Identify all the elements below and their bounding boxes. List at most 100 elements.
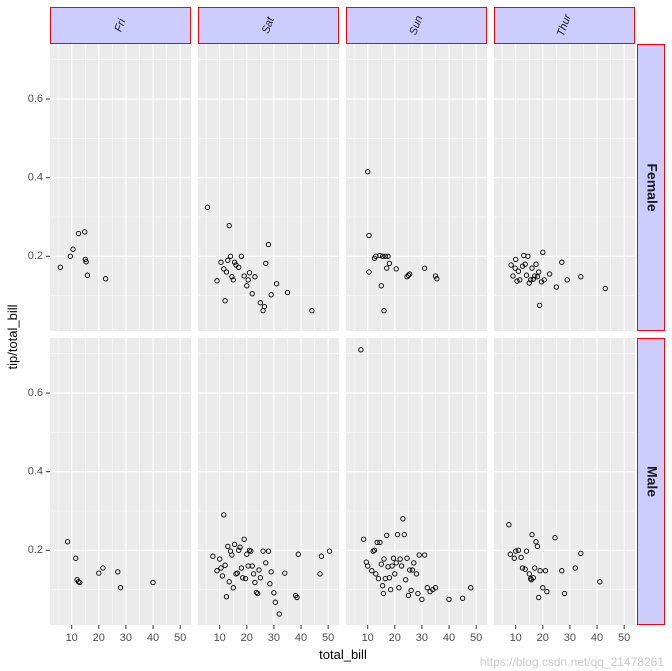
- data-point: [360, 536, 367, 542]
- strip-label-sat: Sat: [260, 15, 277, 36]
- data-point: [231, 259, 238, 265]
- data-point: [231, 541, 238, 548]
- data-point: [386, 575, 393, 581]
- x-tick-label: 20: [389, 632, 401, 644]
- data-point: [404, 555, 410, 561]
- data-point: [379, 253, 386, 259]
- data-point: [249, 291, 255, 297]
- data-point: [96, 570, 102, 576]
- data-point: [218, 565, 224, 571]
- data-point: [511, 555, 517, 561]
- x-axis-title: total_bill: [319, 647, 367, 662]
- data-point: [244, 283, 250, 289]
- data-point: [365, 169, 371, 175]
- data-point: [459, 595, 466, 601]
- data-point: [236, 264, 242, 270]
- data-point: [526, 571, 532, 577]
- data-point: [386, 260, 393, 267]
- data-point: [542, 568, 549, 574]
- data-point: [234, 570, 240, 576]
- data-point: [404, 274, 410, 280]
- data-point: [512, 265, 518, 271]
- data-point: [222, 298, 228, 304]
- data-point: [248, 548, 254, 554]
- data-point: [70, 246, 76, 252]
- watermark: https://blog.csdn.net/qq_21478261: [479, 655, 664, 669]
- data-point: [514, 278, 520, 284]
- panel-background: [198, 44, 339, 331]
- data-point: [245, 277, 251, 283]
- data-point: [403, 577, 409, 583]
- panel-background: [346, 44, 487, 331]
- data-point: [393, 266, 399, 272]
- data-point: [381, 556, 387, 562]
- data-point: [257, 575, 264, 581]
- data-point: [253, 589, 259, 596]
- data-point: [240, 575, 246, 581]
- y-tick-label: 0.6: [28, 387, 43, 399]
- data-point: [294, 594, 300, 601]
- data-point: [84, 272, 91, 278]
- panel-background: [346, 338, 487, 625]
- data-point: [75, 230, 82, 237]
- data-point: [263, 560, 269, 566]
- data-point: [518, 554, 524, 561]
- data-point: [468, 585, 474, 591]
- y-tick-label: 0.6: [28, 93, 43, 105]
- data-point: [83, 259, 89, 265]
- data-point: [513, 256, 519, 263]
- data-point: [513, 548, 519, 554]
- data-point: [73, 555, 79, 561]
- data-point: [217, 556, 223, 562]
- data-point: [225, 257, 231, 263]
- x-tick-label: 40: [295, 632, 307, 644]
- data-point: [527, 575, 534, 582]
- data-point: [390, 555, 397, 561]
- data-point: [508, 262, 514, 268]
- data-point: [510, 273, 516, 279]
- data-point: [309, 307, 315, 314]
- data-point: [358, 347, 364, 353]
- data-point: [397, 556, 403, 562]
- x-tick-label: 40: [147, 632, 159, 644]
- strip-sun: [346, 7, 487, 44]
- data-point: [597, 579, 603, 585]
- data-point: [373, 571, 379, 577]
- x-tick-label: 20: [93, 632, 105, 644]
- data-point: [392, 571, 398, 577]
- data-point: [210, 553, 216, 559]
- data-point: [226, 579, 232, 585]
- data-point: [385, 253, 391, 259]
- x-tick-label: 50: [322, 632, 334, 644]
- data-point: [384, 265, 390, 271]
- data-point: [532, 273, 538, 279]
- data-point: [230, 277, 236, 283]
- data-point: [405, 272, 412, 278]
- data-point: [244, 551, 250, 557]
- data-point: [578, 274, 584, 280]
- data-point: [150, 579, 156, 586]
- data-point: [230, 585, 236, 591]
- data-point: [530, 276, 536, 282]
- data-point: [398, 563, 405, 569]
- data-point: [268, 569, 274, 575]
- data-point: [380, 590, 387, 597]
- data-point: [572, 565, 578, 571]
- data-point: [407, 271, 413, 277]
- data-point: [257, 300, 264, 306]
- data-point: [537, 568, 543, 574]
- data-point: [276, 611, 282, 617]
- data-point: [544, 588, 550, 595]
- data-point: [223, 594, 230, 600]
- y-tick-label: 0.4: [28, 172, 43, 184]
- data-point: [219, 573, 226, 579]
- data-point: [517, 277, 523, 283]
- data-point: [559, 259, 565, 265]
- data-point: [366, 232, 372, 239]
- x-tick-label: 30: [564, 632, 576, 644]
- data-point: [533, 539, 539, 545]
- data-point: [519, 565, 526, 571]
- strip-male: [637, 338, 665, 625]
- data-point: [533, 261, 539, 267]
